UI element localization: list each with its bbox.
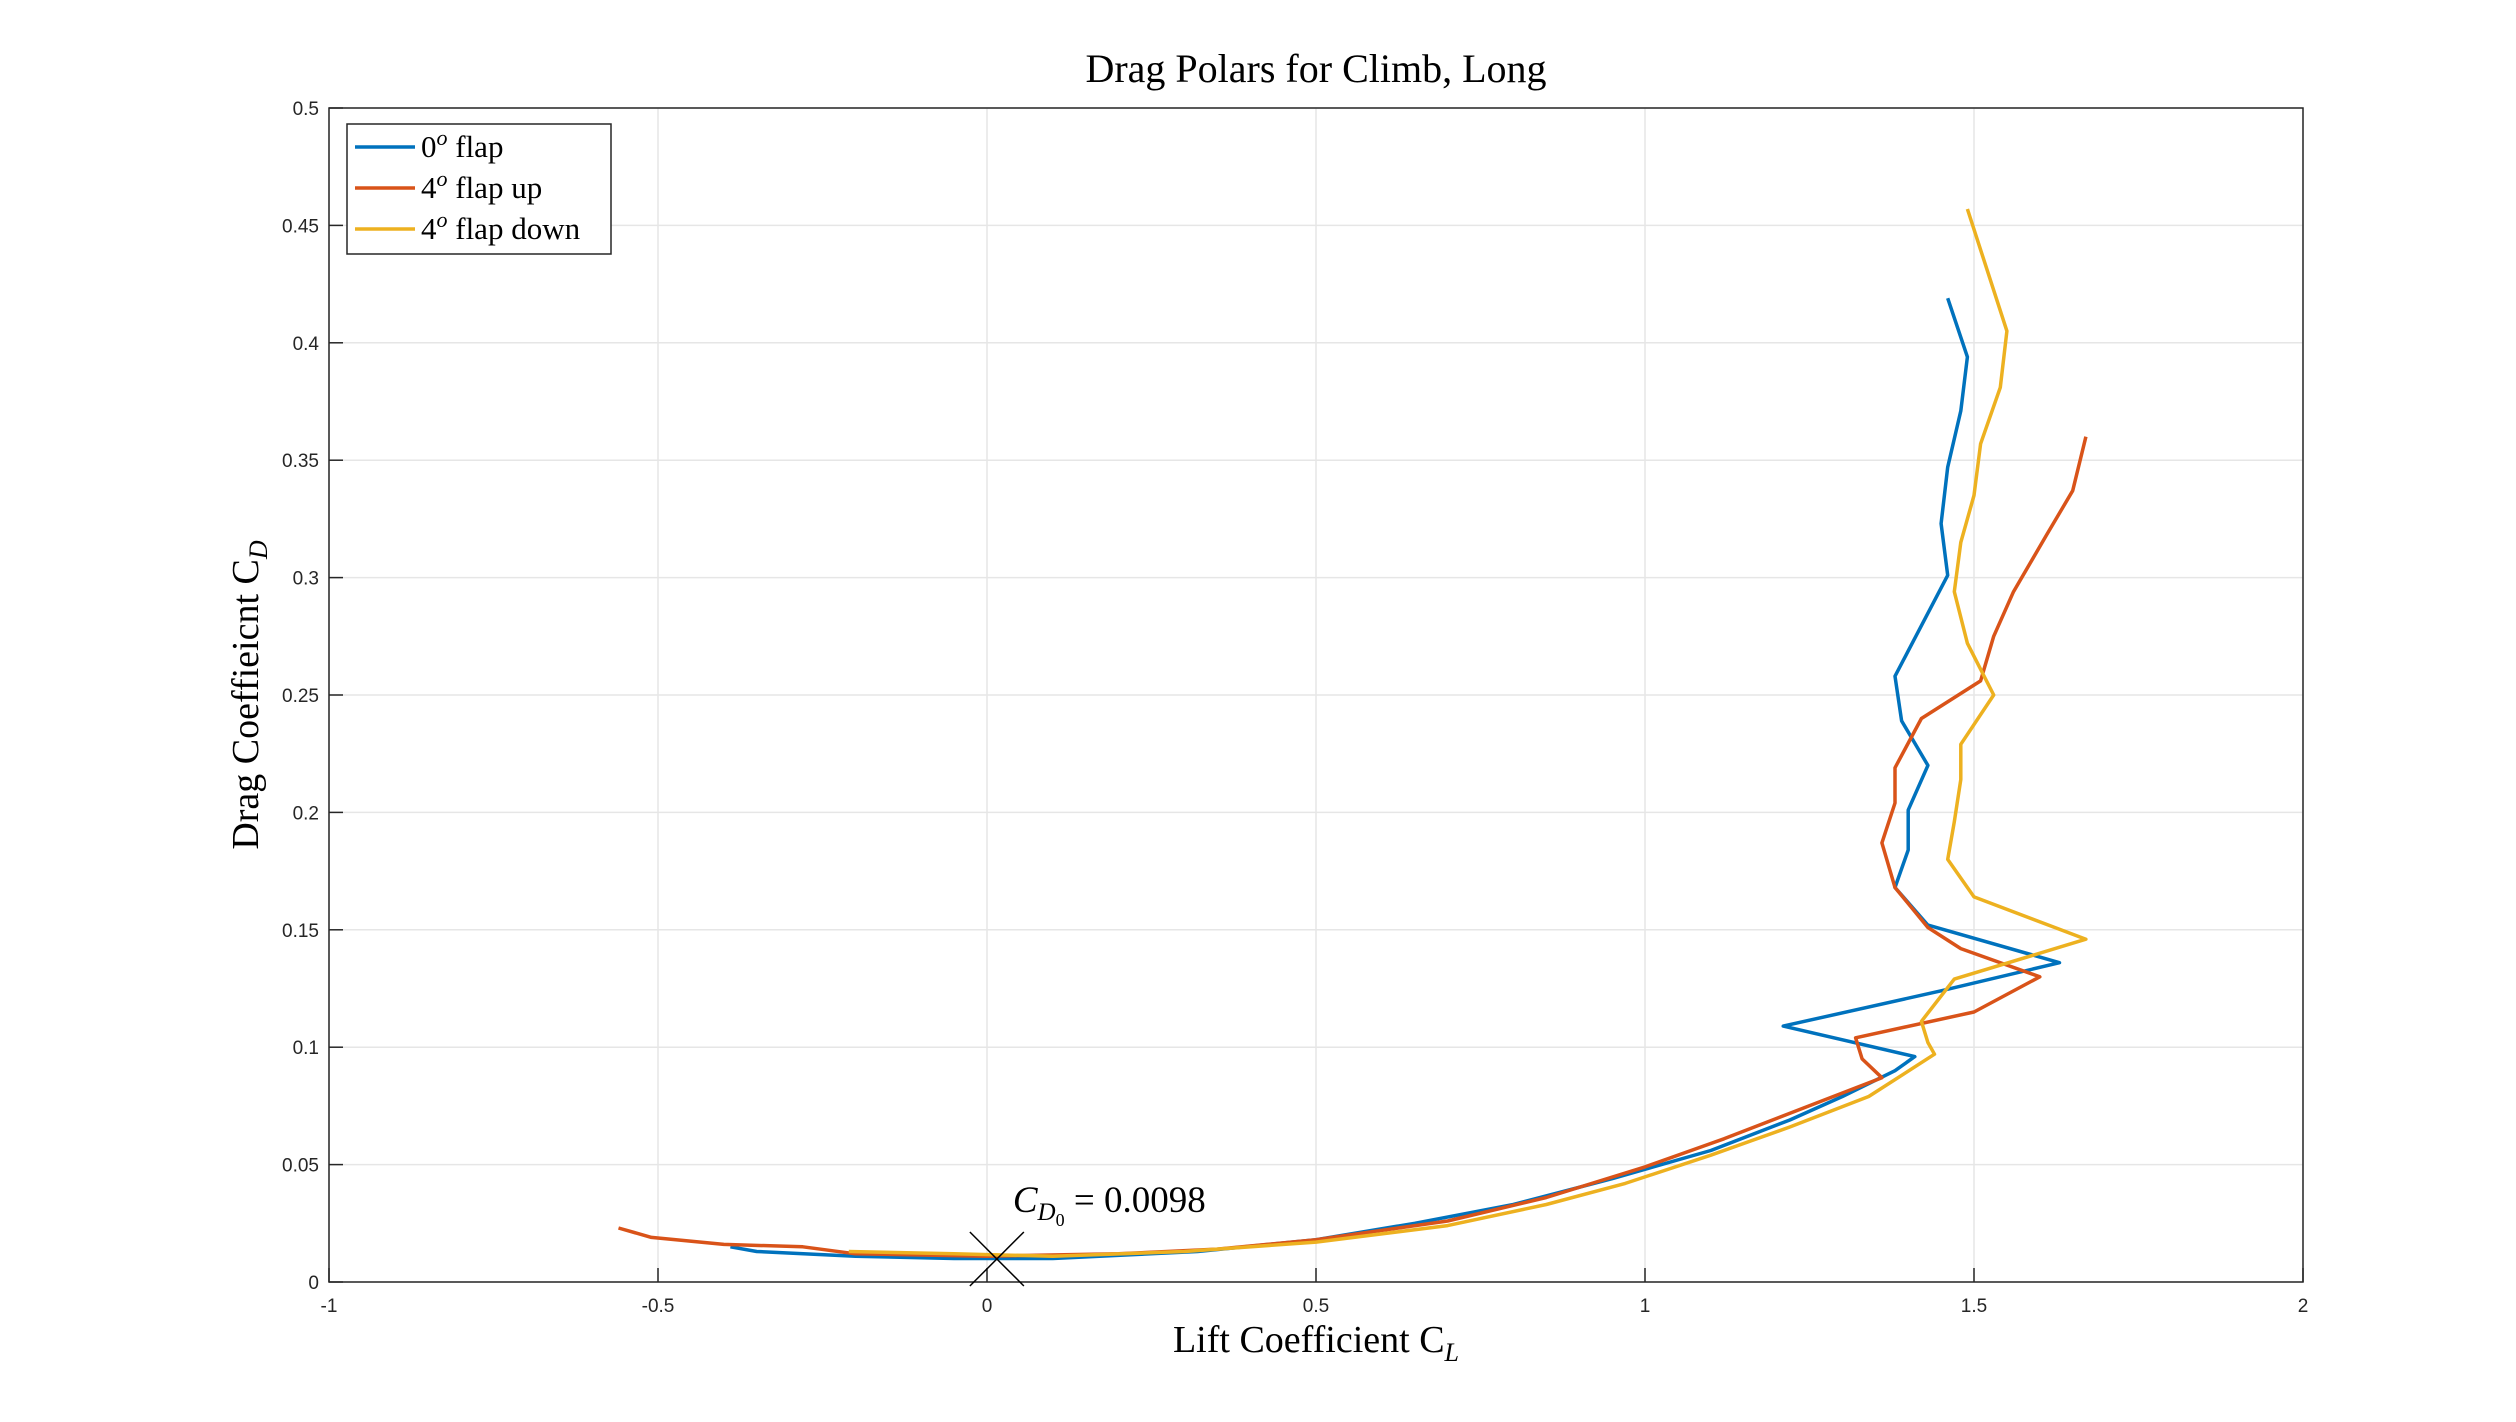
x-tick-label: 1.5: [1961, 1296, 1987, 1317]
y-axis-label-main: Drag Coeffieicnt C: [225, 559, 267, 850]
series-line-1: [618, 436, 2088, 1258]
cd0-annotation-label: CD0 = 0.0098: [1013, 1180, 1206, 1230]
x-tick-label: 1: [1640, 1296, 1651, 1317]
y-tick-label: 0.05: [282, 1156, 319, 1177]
legend-entry-2: 4o flap down: [421, 207, 581, 246]
x-tick-label: -0.5: [642, 1296, 675, 1317]
y-tick-label: 0.35: [282, 451, 319, 472]
y-tick-label: 0.45: [282, 216, 319, 237]
x-tick-label: 0: [982, 1296, 993, 1317]
x-tick-label: 0.5: [1303, 1296, 1329, 1317]
cd0-marker-stroke-b: [969, 1231, 1025, 1287]
y-tick-label: 0.1: [293, 1038, 319, 1059]
legend-entry-1: 4o flap up: [421, 166, 542, 205]
y-tick-label: 0.4: [293, 334, 320, 355]
legend-entry-0: 0o flap: [421, 125, 503, 164]
x-axis-label-main: Lift Coefficient C: [1173, 1319, 1445, 1361]
x-axis-label: Lift Coefficient CL: [1173, 1319, 1459, 1367]
series-line-0: [730, 297, 2062, 1261]
y-axis-label-subscript: D: [244, 540, 273, 560]
x-tick-label: -1: [321, 1296, 338, 1317]
chart-title: Drag Polars for Climb, Long: [1085, 46, 1546, 91]
grid-lines: [328, 107, 2304, 1283]
x-tick-label: 2: [2298, 1296, 2309, 1317]
y-tick-label: 0: [308, 1273, 319, 1294]
y-tick-label: 0.2: [293, 803, 319, 824]
annotation-layer: CD0 = 0.0098: [969, 1180, 1206, 1287]
data-series: [618, 208, 2088, 1261]
y-tick-label: 0.5: [293, 99, 319, 120]
series-line-2: [848, 208, 2088, 1258]
y-tick-label: 0.25: [282, 686, 319, 707]
y-tick-label: 0.15: [282, 921, 319, 942]
x-axis-label-subscript: L: [1444, 1338, 1459, 1367]
y-tick-label: 0.3: [293, 569, 319, 590]
axis-ticks: -1 -0.5 0 0.5 1 1.5 2 0 0.05 0.1 0.15 0.2 0.25 0.3 0.3…: [282, 99, 2308, 1317]
y-axis-label: Drag Coeffieicnt CD: [225, 540, 273, 850]
